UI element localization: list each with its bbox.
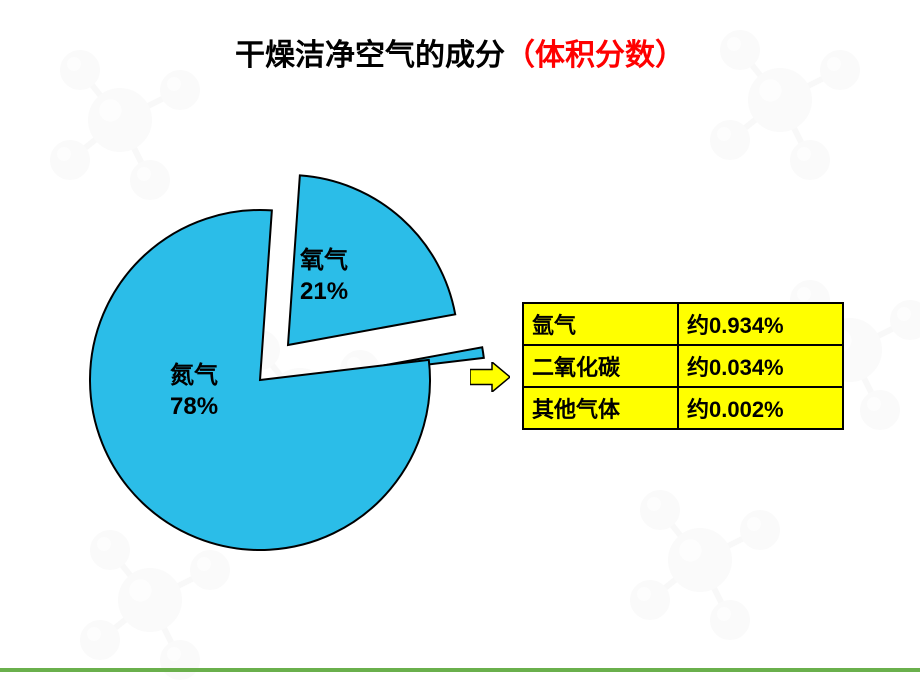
pie-label-nitrogen-name: 氮气 xyxy=(170,360,218,391)
table-row: 二氧化碳 约0.034% xyxy=(523,345,843,387)
gas-composition-table: 氩气 约0.934% 二氧化碳 约0.034% 其他气体 约0.002% xyxy=(522,302,844,430)
pie-label-oxygen-pct: 21% xyxy=(300,276,348,307)
pie-label-oxygen-name: 氧气 xyxy=(300,245,348,276)
pie-label-oxygen: 氧气 21% xyxy=(300,245,348,307)
table-cell-gas: 二氧化碳 xyxy=(523,345,678,387)
title-accent: （体积分数） xyxy=(505,39,685,72)
table-cell-gas: 其他气体 xyxy=(523,387,678,429)
title-main: 干燥洁净空气的成分 xyxy=(235,39,505,72)
table-cell-value: 约0.934% xyxy=(678,303,843,345)
table-cell-gas: 氩气 xyxy=(523,303,678,345)
pie-label-nitrogen: 氮气 78% xyxy=(170,360,218,422)
page-title: 干燥洁净空气的成分（体积分数） xyxy=(0,30,920,74)
table-cell-value: 约0.034% xyxy=(678,345,843,387)
table-row: 其他气体 约0.002% xyxy=(523,387,843,429)
table-row: 氩气 约0.934% xyxy=(523,303,843,345)
arrow-icon xyxy=(470,362,510,392)
footer-line xyxy=(0,668,920,672)
table-cell-value: 约0.002% xyxy=(678,387,843,429)
pie-label-nitrogen-pct: 78% xyxy=(170,391,218,422)
